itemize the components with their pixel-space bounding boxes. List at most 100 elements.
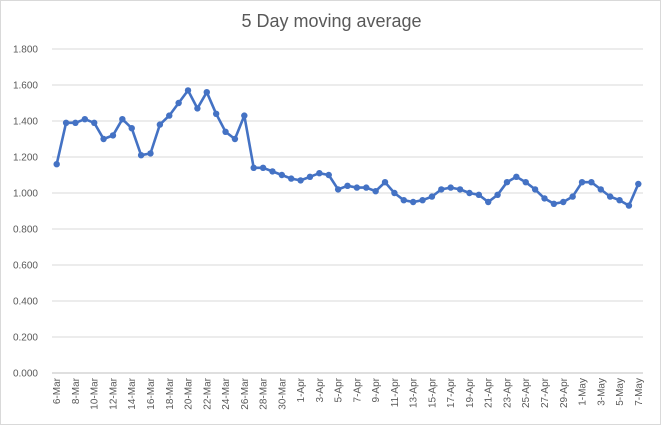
- y-tick-label: 0.800: [13, 225, 38, 236]
- data-point: [297, 177, 304, 184]
- data-point: [306, 173, 314, 180]
- x-tick-label: 9-Apr: [371, 377, 382, 402]
- x-tick-label: 26-Mar: [240, 377, 251, 409]
- data-point: [588, 179, 595, 186]
- y-axis-ticks: 0.000 0.200 0.400 0.600 0.800 1.000 1.200 1.400…: [13, 45, 38, 380]
- x-tick-label: 5-Apr: [334, 377, 345, 402]
- data-point: [419, 197, 426, 204]
- x-tick-label: 24-Mar: [221, 377, 232, 409]
- x-tick-label: 12-Mar: [108, 377, 119, 409]
- data-point: [109, 132, 117, 139]
- data-point: [456, 186, 464, 193]
- data-point: [231, 135, 239, 143]
- y-tick-label: 0.000: [13, 369, 38, 380]
- x-tick-label: 19-Apr: [465, 377, 476, 408]
- x-tick-label: 22-Mar: [202, 377, 213, 409]
- data-point: [560, 198, 567, 206]
- data-point: [166, 112, 173, 119]
- y-tick-label: 0.400: [13, 297, 38, 308]
- data-point: [550, 200, 558, 207]
- x-tick-label: 11-Apr: [390, 377, 401, 407]
- y-tick-label: 1.600: [13, 81, 38, 92]
- data-point: [616, 197, 623, 204]
- data-point: [363, 184, 370, 191]
- x-tick-label: 25-Apr: [521, 377, 532, 408]
- data-point: [184, 87, 192, 94]
- gridlines: [52, 48, 643, 374]
- data-point: [334, 186, 342, 193]
- data-point: [353, 184, 361, 191]
- data-point: [569, 193, 576, 200]
- data-point: [325, 171, 332, 179]
- x-tick-label: 7-May: [634, 378, 645, 406]
- data-point: [409, 198, 417, 206]
- data-point: [53, 161, 60, 168]
- data-point: [635, 180, 642, 188]
- x-tick-label: 7-Apr: [352, 377, 363, 402]
- x-tick-label: 23-Apr: [502, 377, 513, 408]
- data-point: [522, 179, 529, 186]
- data-point: [531, 186, 539, 193]
- data-point: [288, 175, 295, 182]
- x-tick-label: 30-Mar: [277, 377, 288, 409]
- data-point: [494, 191, 501, 198]
- data-point: [372, 188, 379, 195]
- y-tick-label: 1.800: [13, 45, 38, 56]
- data-point: [541, 195, 548, 202]
- chart-title: 5 Day moving average: [241, 11, 422, 31]
- data-point: [222, 128, 229, 135]
- x-axis-ticks: 6-Mar 8-Mar 10-Mar 12-Mar 14-Mar 16-Mar 18-Mar…: [52, 377, 645, 409]
- y-tick-label: 1.000: [13, 189, 38, 200]
- data-point: [625, 202, 633, 209]
- x-tick-label: 18-Mar: [165, 377, 176, 409]
- data-point: [344, 182, 351, 189]
- data-point: [597, 186, 604, 193]
- data-point: [391, 189, 398, 197]
- data-point: [428, 193, 436, 200]
- x-tick-label: 29-Apr: [559, 377, 570, 408]
- series-points-layer: [53, 87, 642, 209]
- x-tick-label: 1-May: [578, 378, 589, 406]
- data-point: [316, 170, 323, 177]
- data-point: [203, 89, 210, 96]
- x-tick-label: 10-Mar: [90, 377, 101, 409]
- data-point: [100, 135, 107, 143]
- x-tick-label: 5-May: [615, 378, 626, 406]
- x-tick-label: 3-Apr: [315, 377, 326, 402]
- data-point: [250, 164, 257, 171]
- data-point: [278, 171, 286, 179]
- data-point: [62, 119, 70, 127]
- data-point: [513, 173, 520, 180]
- x-tick-label: 16-Mar: [146, 377, 157, 409]
- x-tick-label: 6-Mar: [52, 377, 63, 404]
- x-tick-label: 3-May: [596, 378, 607, 406]
- x-tick-label: 28-Mar: [259, 377, 270, 409]
- x-tick-label: 17-Apr: [446, 377, 457, 408]
- data-point: [147, 150, 154, 157]
- data-point: [119, 116, 126, 123]
- data-point: [137, 152, 145, 159]
- data-point: [438, 186, 445, 193]
- data-point: [466, 189, 473, 197]
- x-tick-label: 13-Apr: [409, 377, 420, 408]
- data-point: [156, 121, 164, 128]
- data-point: [400, 197, 407, 204]
- y-tick-label: 1.400: [13, 117, 38, 128]
- data-point: [447, 184, 454, 191]
- y-tick-label: 1.200: [13, 153, 38, 164]
- data-point: [606, 193, 614, 200]
- x-tick-label: 21-Apr: [484, 377, 495, 408]
- x-tick-label: 1-Apr: [296, 377, 307, 402]
- data-point: [81, 116, 89, 123]
- data-point: [175, 99, 182, 107]
- x-tick-label: 14-Mar: [127, 377, 138, 409]
- data-point: [503, 179, 511, 186]
- data-point: [578, 179, 586, 186]
- data-point: [72, 119, 79, 127]
- y-tick-label: 0.200: [13, 333, 38, 344]
- data-point: [91, 119, 98, 127]
- data-point: [241, 112, 248, 119]
- data-point: [259, 164, 267, 171]
- data-point: [485, 198, 492, 206]
